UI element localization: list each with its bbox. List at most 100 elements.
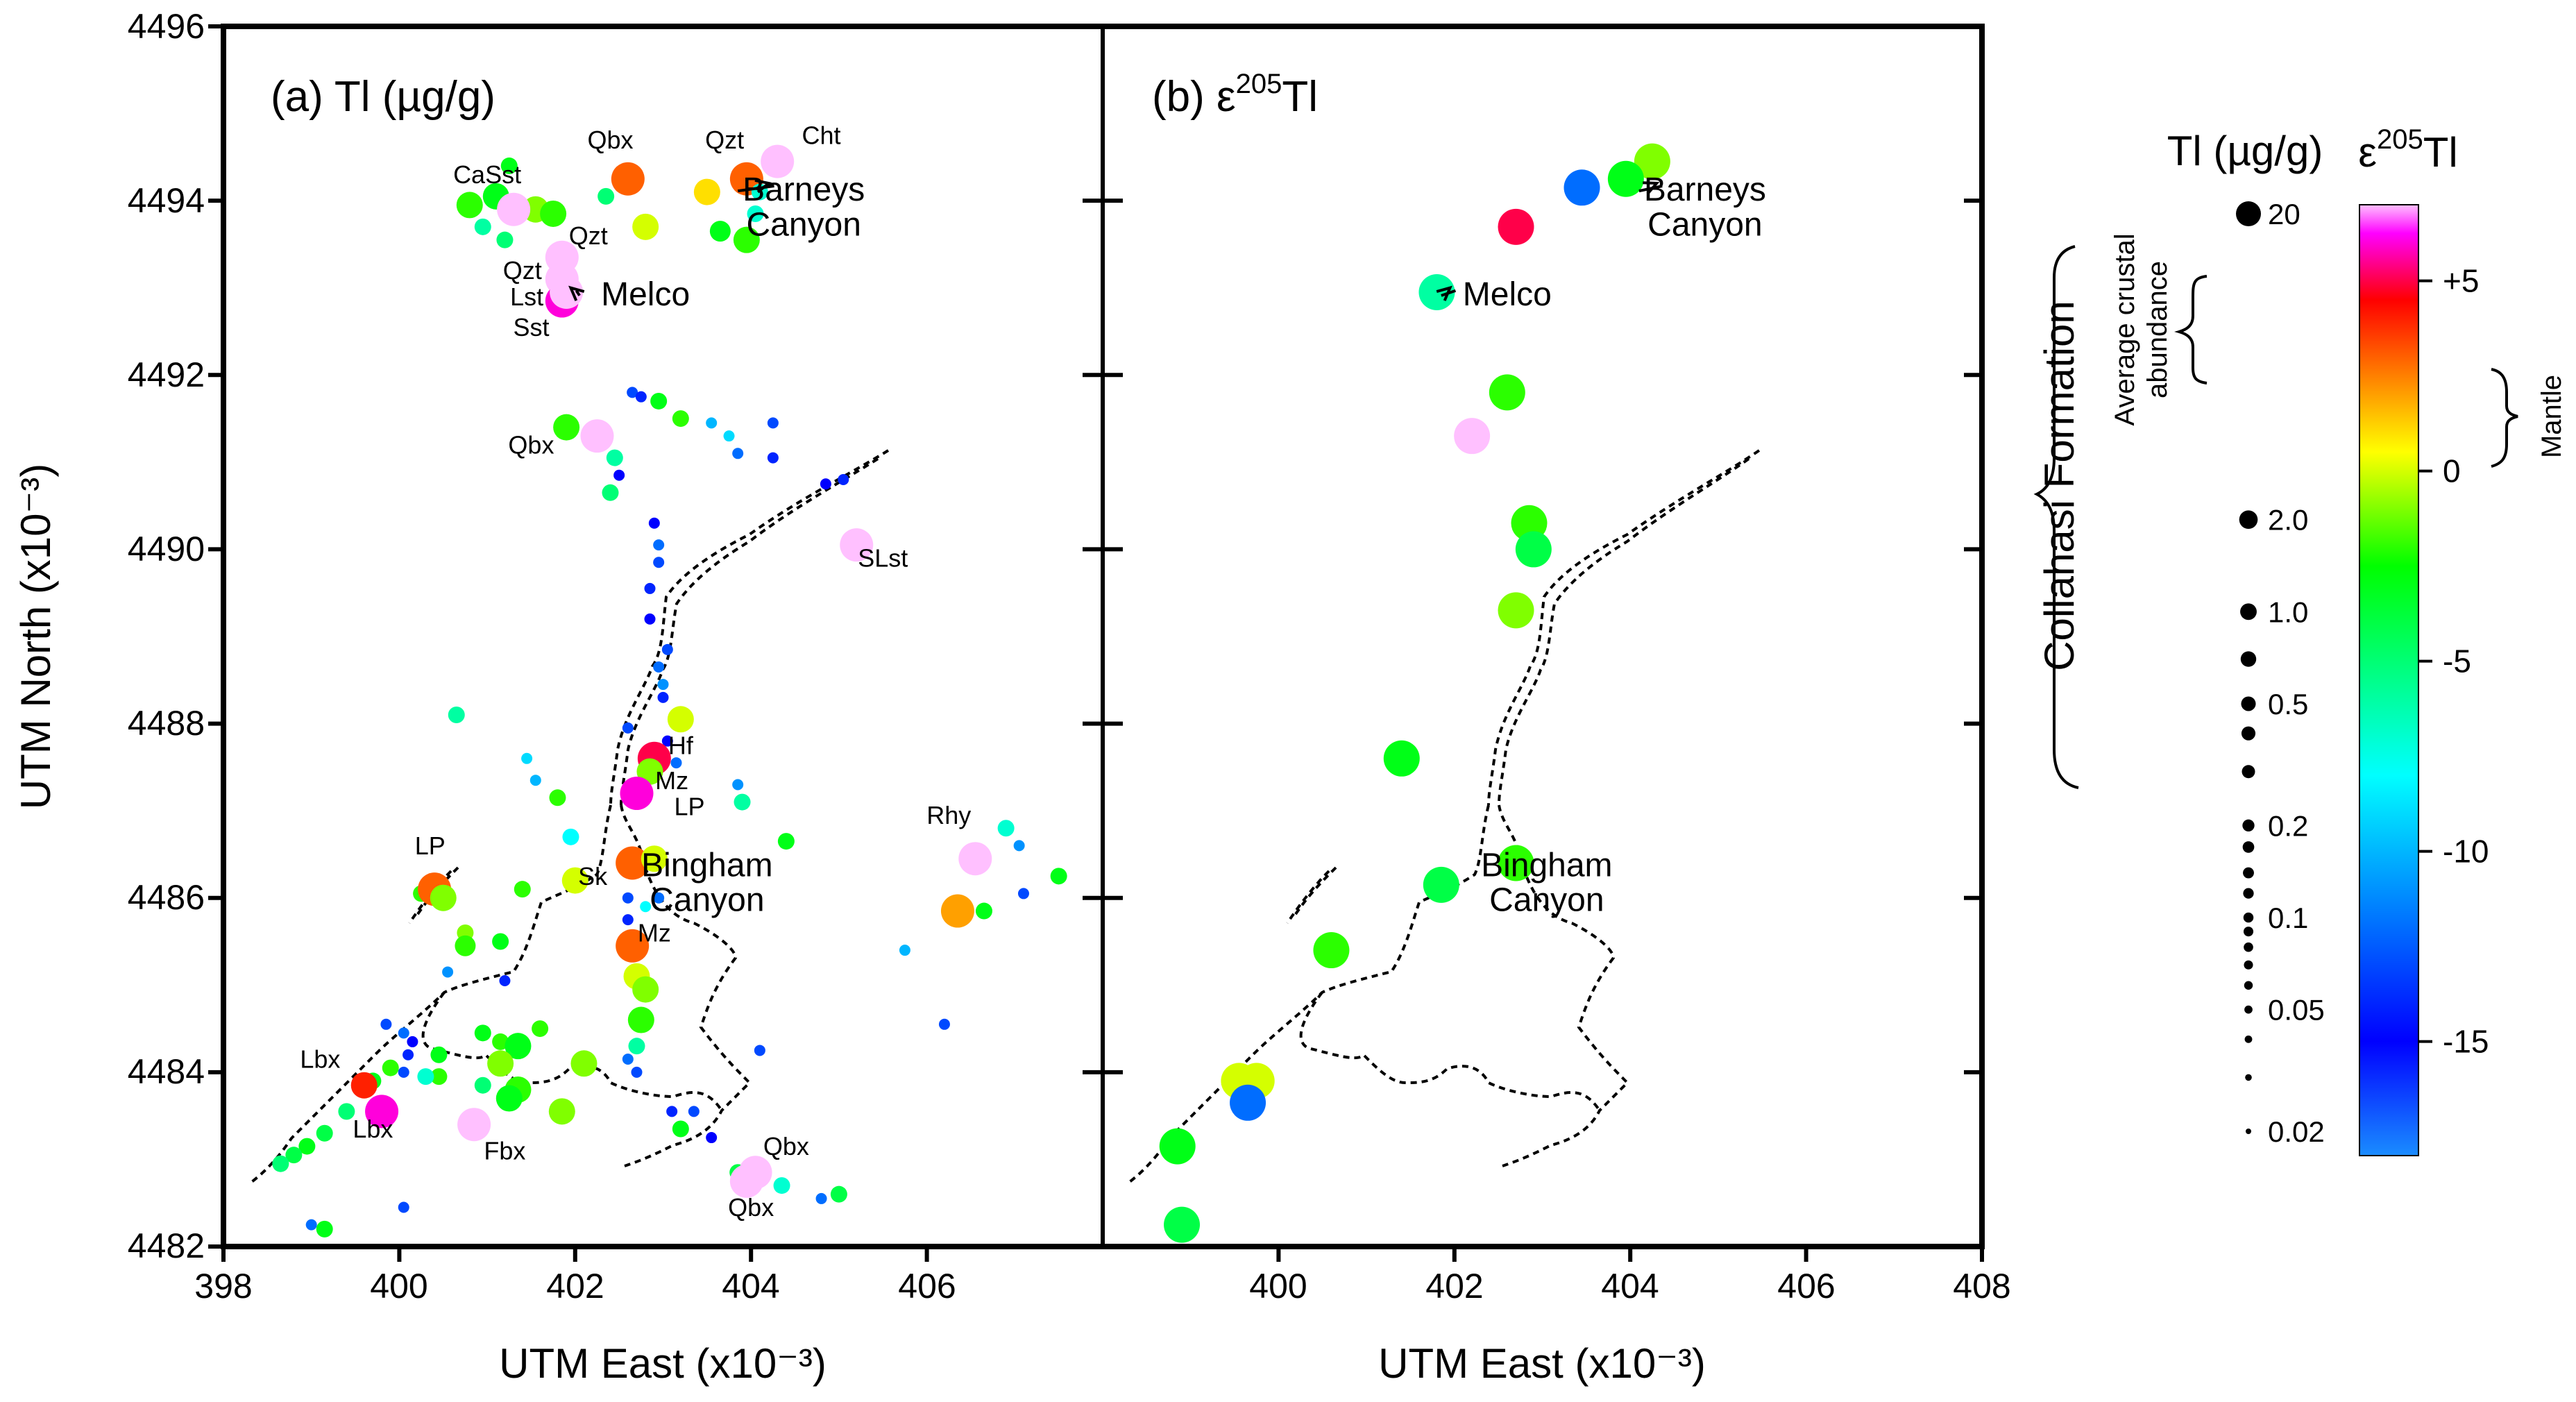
- y-tick-labels: 4482 4484 4486 4488 4490 4492 4494 4496: [128, 7, 205, 1265]
- crustal-bracket: [2174, 275, 2208, 385]
- tl-point: [747, 205, 764, 222]
- mantle-bracket: [2491, 368, 2518, 468]
- x-tick: 404: [722, 1267, 779, 1306]
- tl-point: [492, 1033, 509, 1050]
- tl-point: [940, 894, 974, 928]
- colorbar-title: ε205Tl: [2358, 124, 2457, 176]
- tl-point: [272, 1155, 289, 1172]
- tl-point: [840, 528, 874, 562]
- tl-point: [611, 162, 645, 196]
- tl-point: [497, 192, 531, 226]
- tl-point: [616, 846, 650, 880]
- tl-point: [653, 892, 665, 904]
- tl-point: [723, 430, 735, 442]
- size-legend-dot: [2242, 841, 2255, 853]
- crustal-label-1: Average crustal: [2110, 233, 2140, 425]
- tl-point: [500, 157, 518, 174]
- size-legend-label: 0.5: [2268, 688, 2308, 720]
- x-tick: 406: [1777, 1267, 1835, 1306]
- eps-point: [1489, 374, 1525, 411]
- tl-point: [298, 1138, 316, 1155]
- eps-point: [1313, 932, 1350, 969]
- x-tick: 404: [1601, 1267, 1659, 1306]
- tl-point: [407, 1036, 418, 1047]
- tl-point: [448, 707, 465, 724]
- colorbar: [2359, 204, 2419, 1156]
- sample-label: Sk: [578, 862, 608, 890]
- location-label: Bingham: [1481, 847, 1612, 884]
- y-tick: 4494: [128, 181, 205, 220]
- eps-point: [1383, 740, 1420, 777]
- tl-point: [548, 1098, 575, 1125]
- tl-point: [1050, 868, 1067, 885]
- tl-point: [580, 419, 614, 453]
- tl-point: [1013, 840, 1025, 852]
- tl-point: [496, 231, 514, 248]
- size-legend: 20 2.0 1.0 0.5 0.2 0.1 0.05 0.02: [2236, 198, 2325, 1148]
- outline-b: [1126, 449, 1761, 1185]
- sample-label: Qzt: [503, 256, 542, 285]
- tl-point: [688, 1106, 700, 1117]
- size-legend-dot: [2240, 651, 2257, 667]
- y-tick: 4484: [128, 1052, 205, 1091]
- tl-point: [532, 1020, 549, 1038]
- y-tick: 4488: [128, 704, 205, 743]
- x-tick: 402: [546, 1267, 604, 1306]
- size-legend-dot: [2244, 1035, 2253, 1043]
- sample-label: SLst: [858, 544, 908, 573]
- tl-point: [693, 178, 720, 205]
- tl-point: [635, 391, 647, 403]
- sample-label: CaSst: [453, 160, 521, 189]
- size-legend-dot: [2244, 981, 2253, 990]
- colorbar-ticks: +5 0 -5 -10 -15: [2418, 263, 2489, 1060]
- eps-point: [1498, 845, 1534, 881]
- size-legend-dot: [2242, 819, 2255, 832]
- size-legend-label: 0.02: [2268, 1115, 2325, 1148]
- tl-point: [622, 1054, 634, 1065]
- tl-point: [402, 1049, 414, 1061]
- tl-point: [442, 966, 454, 978]
- arrow-shaft: [575, 289, 581, 296]
- size-legend-label: 0.05: [2268, 994, 2325, 1027]
- sample-label: Qbx: [763, 1132, 809, 1160]
- size-legend-dot: [2243, 888, 2254, 899]
- eps-point: [1564, 169, 1600, 206]
- tl-point: [657, 691, 669, 703]
- size-legend-dot: [2245, 1074, 2252, 1081]
- tl-point: [706, 1132, 718, 1144]
- x-tick-labels-a: 398 400 402 404 406: [194, 1267, 956, 1306]
- tl-point: [382, 1059, 399, 1076]
- outline-a: [248, 449, 890, 1185]
- sample-label: Qzt: [569, 221, 608, 250]
- tl-point: [958, 842, 992, 876]
- eps-point: [1164, 1206, 1201, 1243]
- size-legend-label: 1.0: [2268, 596, 2308, 628]
- location-label: Canyon: [1647, 206, 1762, 243]
- size-legend-title: Tl (µg/g): [2167, 128, 2323, 174]
- tl-point: [622, 722, 634, 734]
- eps-point: [1634, 143, 1670, 180]
- x-tick: 398: [194, 1267, 252, 1306]
- tl-point: [305, 1219, 317, 1231]
- y-tick: 4496: [128, 7, 205, 46]
- tl-point: [650, 392, 668, 409]
- size-legend-label: 0.2: [2268, 809, 2308, 842]
- tl-point: [644, 582, 656, 594]
- colorbar-tick-label: -10: [2443, 834, 2489, 870]
- sample-label: Hf: [668, 732, 694, 760]
- tl-point: [398, 1066, 409, 1078]
- sample-label: Mz: [655, 766, 688, 795]
- size-legend-dot: [2243, 927, 2254, 937]
- eps-point: [1159, 1128, 1196, 1165]
- arrow-head: [1436, 285, 1452, 301]
- eps-point: [1607, 160, 1644, 197]
- tl-point: [616, 929, 650, 963]
- tl-point: [561, 867, 588, 894]
- size-legend-dot: [2242, 765, 2255, 779]
- tl-point: [706, 417, 718, 429]
- tl-point: [640, 901, 652, 913]
- y-tick: 4492: [128, 355, 205, 394]
- arrow-shaft: [737, 185, 774, 193]
- tl-point: [732, 448, 744, 459]
- size-legend-label: 2.0: [2268, 504, 2308, 537]
